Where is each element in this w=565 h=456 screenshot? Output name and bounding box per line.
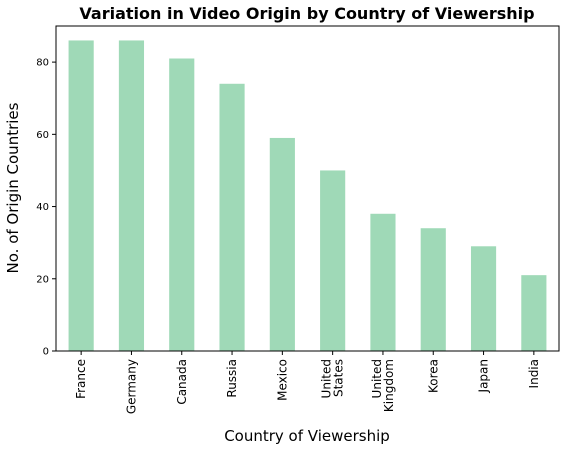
bar-france xyxy=(68,40,94,351)
bar-korea xyxy=(420,228,446,351)
chart-title: Variation in Video Origin by Country of … xyxy=(79,4,534,23)
bar-mexico xyxy=(269,137,295,351)
x-axis-label: Country of Viewership xyxy=(224,427,390,445)
x-tick-label: Canada xyxy=(175,359,189,405)
bar-india xyxy=(521,275,547,351)
x-tick-label: Korea xyxy=(426,359,440,393)
y-tick-label: 40 xyxy=(36,202,49,213)
bar-germany xyxy=(118,40,145,351)
x-tick-label: Kingdom xyxy=(382,359,396,412)
x-tick-label: United xyxy=(370,359,384,398)
x-tick-label: Russia xyxy=(225,359,239,398)
y-tick-label: 20 xyxy=(36,274,49,285)
bar-united-kingdom xyxy=(370,213,396,351)
bar-russia xyxy=(219,83,245,352)
bars-group xyxy=(68,40,547,352)
bar-canada xyxy=(169,58,195,351)
y-axis: 0 20 40 60 80 xyxy=(36,58,56,358)
x-tick-label: Germany xyxy=(124,359,138,414)
y-tick-label: 80 xyxy=(36,58,49,69)
plot-frame xyxy=(55,25,560,352)
x-tick-label: States xyxy=(332,359,346,397)
x-tick-label: India xyxy=(527,359,541,388)
bar-japan xyxy=(470,246,497,351)
x-tick-label: France xyxy=(74,359,88,399)
bar-united-states xyxy=(320,170,346,351)
y-tick-label: 60 xyxy=(36,130,49,141)
x-tick-label: United xyxy=(320,359,334,398)
y-axis-label: No. of Origin Countries xyxy=(4,102,22,273)
x-tick-label: Mexico xyxy=(275,359,289,401)
x-axis: France Germany Canada Russia Mexico UnitedSta… xyxy=(74,351,541,414)
x-tick-label: Japan xyxy=(477,359,491,393)
y-tick-label: 0 xyxy=(43,347,49,358)
